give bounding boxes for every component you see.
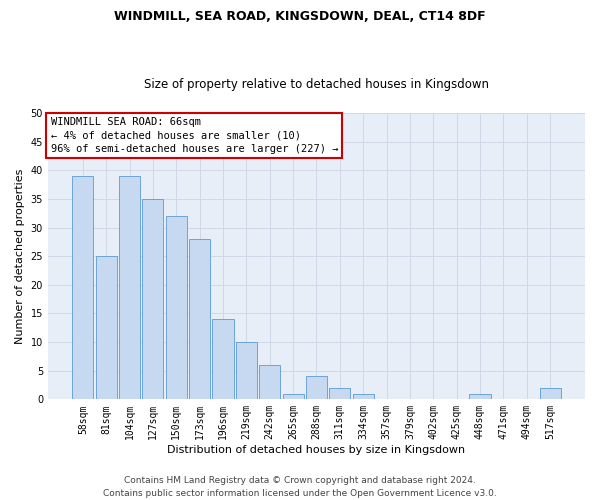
- Bar: [142, 199, 163, 400]
- Bar: [329, 388, 350, 400]
- Bar: [166, 216, 187, 400]
- Bar: [306, 376, 327, 400]
- Text: WINDMILL SEA ROAD: 66sqm
← 4% of detached houses are smaller (10)
96% of semi-de: WINDMILL SEA ROAD: 66sqm ← 4% of detache…: [50, 118, 338, 154]
- Bar: [236, 342, 257, 400]
- Bar: [539, 388, 560, 400]
- Bar: [212, 319, 233, 400]
- Text: WINDMILL, SEA ROAD, KINGSDOWN, DEAL, CT14 8DF: WINDMILL, SEA ROAD, KINGSDOWN, DEAL, CT1…: [114, 10, 486, 23]
- Title: Size of property relative to detached houses in Kingsdown: Size of property relative to detached ho…: [144, 78, 489, 91]
- Bar: [189, 239, 210, 400]
- Bar: [73, 176, 94, 400]
- Bar: [95, 256, 117, 400]
- Bar: [119, 176, 140, 400]
- Bar: [353, 394, 374, 400]
- Y-axis label: Number of detached properties: Number of detached properties: [15, 168, 25, 344]
- Text: Contains HM Land Registry data © Crown copyright and database right 2024.
Contai: Contains HM Land Registry data © Crown c…: [103, 476, 497, 498]
- X-axis label: Distribution of detached houses by size in Kingsdown: Distribution of detached houses by size …: [167, 445, 466, 455]
- Bar: [283, 394, 304, 400]
- Bar: [469, 394, 491, 400]
- Bar: [259, 365, 280, 400]
